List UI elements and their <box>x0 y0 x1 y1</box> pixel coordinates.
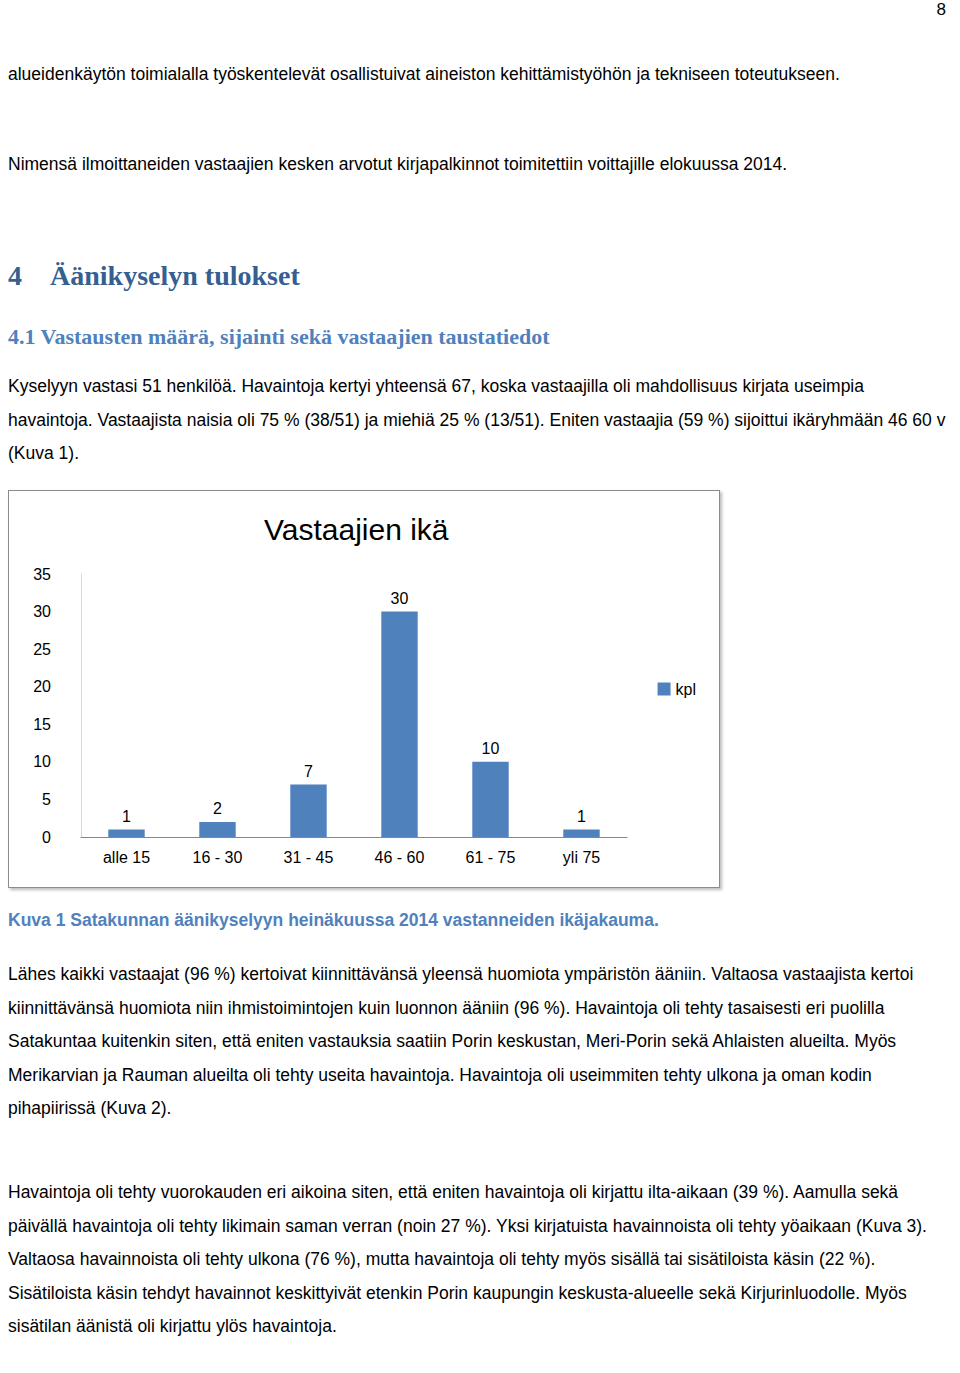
svg-text:kpl: kpl <box>676 681 696 698</box>
svg-text:yli 75: yli 75 <box>563 849 600 866</box>
html-text:8: 8 <box>936 0 946 19</box>
svg-text:10: 10 <box>33 753 51 770</box>
svg-text:0: 0 <box>42 829 51 846</box>
svg-text:16 - 30: 16 - 30 <box>193 849 243 866</box>
svg-text:Vastaajien ikä: Vastaajien ikä <box>264 513 449 546</box>
svg-text:10: 10 <box>482 740 500 757</box>
svg-text:1: 1 <box>122 808 131 825</box>
svg-text:30: 30 <box>391 590 409 607</box>
svg-text:30: 30 <box>33 603 51 620</box>
html-text:4: 4 <box>8 260 22 291</box>
html-text:Nimensä ilmoittaneiden vastaaj: Nimensä ilmoittaneiden vastaajien kesken… <box>8 154 788 174</box>
html-text:Kyselyyn vastasi 51 henkilöä.: Kyselyyn vastasi 51 henkilöä. Havaintoja… <box>8 376 946 463</box>
svg-text:35: 35 <box>33 566 51 583</box>
svg-text:61 - 75: 61 - 75 <box>466 849 516 866</box>
svg-text:20: 20 <box>33 678 51 695</box>
svg-text:46 - 60: 46 - 60 <box>375 849 425 866</box>
svg-text:25: 25 <box>33 641 51 658</box>
svg-text:31 - 45: 31 - 45 <box>284 849 334 866</box>
svg-text:alle 15: alle 15 <box>103 849 150 866</box>
svg-text:5: 5 <box>42 791 51 808</box>
html-text:alueidenkäytön toimialalla työ: alueidenkäytön toimialalla työskentelevä… <box>8 64 840 84</box>
svg-text:1: 1 <box>577 808 586 825</box>
svg-text:15: 15 <box>33 716 51 733</box>
svg-text:2: 2 <box>213 800 222 817</box>
html-text:Kuva 1 Satakunnan äänikyselyyn: Kuva 1 Satakunnan äänikyselyyn heinäkuus… <box>8 910 659 930</box>
svg-text:7: 7 <box>304 763 313 780</box>
html-text:Havaintoja oli tehty vuorokaud: Havaintoja oli tehty vuorokauden eri aik… <box>8 1182 927 1336</box>
html-text:Äänikyselyn tulokset: Äänikyselyn tulokset <box>50 260 300 291</box>
html-text:4.1 Vastausten määrä, sijainti: 4.1 Vastausten määrä, sijainti sekä vast… <box>8 324 550 349</box>
html-text:Lähes kaikki vastaajat (96 %): Lähes kaikki vastaajat (96 %) kertoivat … <box>8 964 914 1118</box>
